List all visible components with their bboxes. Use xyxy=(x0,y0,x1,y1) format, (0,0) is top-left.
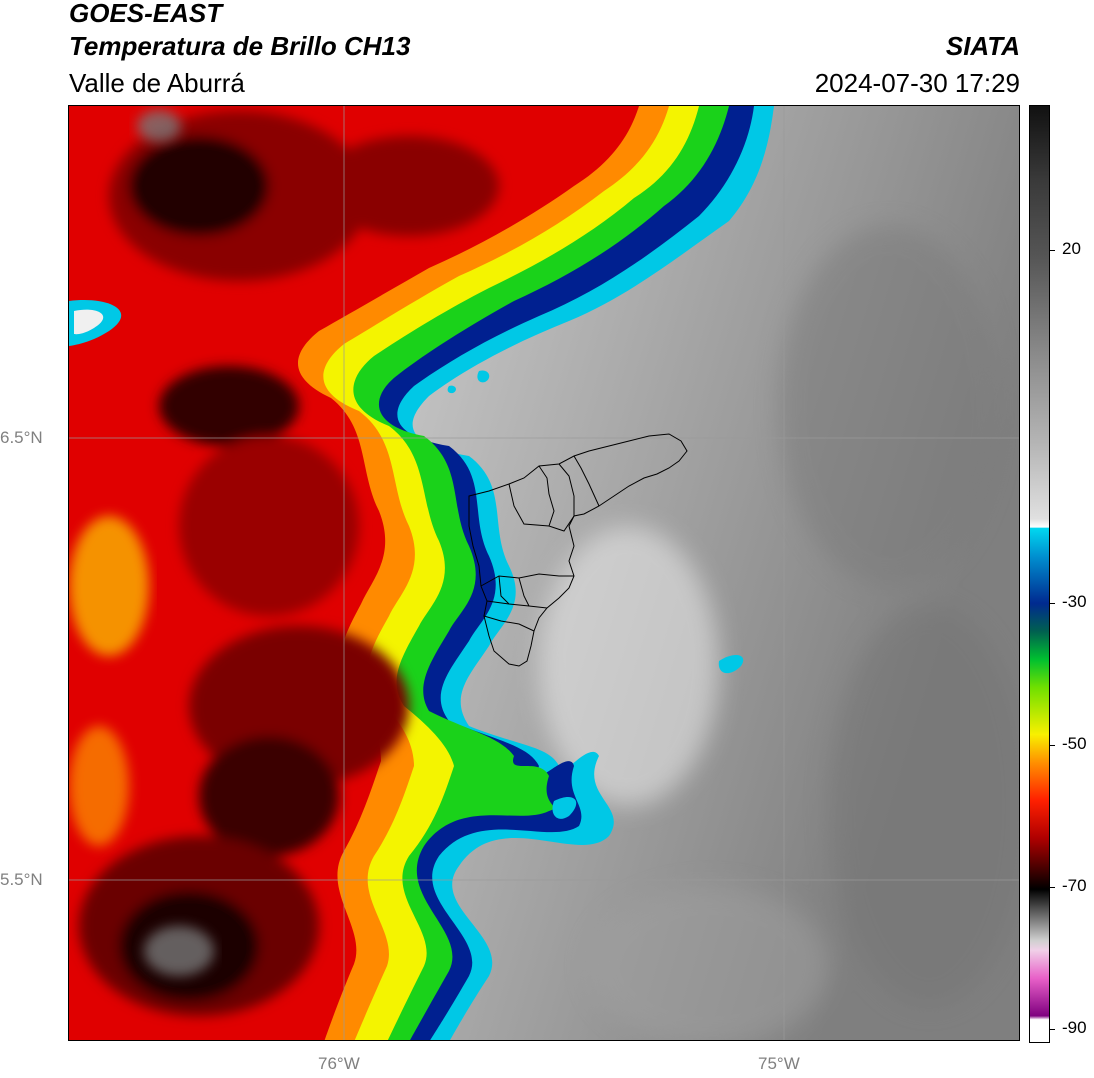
agency-label: SIATA xyxy=(945,31,1020,61)
satellite-map xyxy=(68,105,1020,1041)
title-line2: Temperatura de Brillo CH13 xyxy=(69,31,411,61)
colorbar-tick-mark xyxy=(1050,250,1055,251)
timestamp-label: 2024-07-30 17:29 xyxy=(814,68,1020,98)
colorbar-tick-mark xyxy=(1050,745,1055,746)
colorbar-tick-label: -30 xyxy=(1062,592,1087,611)
colorbar-tick-label: 20 xyxy=(1062,239,1081,258)
colorbar-tick-label: -50 xyxy=(1062,734,1087,753)
latitude-label-5-5: 5.5°N xyxy=(0,870,43,889)
colorbar-tick-label: -90 xyxy=(1062,1018,1087,1037)
title-line1: GOES-EAST xyxy=(69,0,223,28)
colorbar-tick-mark xyxy=(1050,1029,1055,1030)
map-gridlines xyxy=(69,106,1019,1040)
colorbar-scale xyxy=(1030,106,1049,1042)
longitude-label-76w: 76°W xyxy=(318,1054,360,1073)
brightness-temperature-field xyxy=(69,106,1019,1040)
municipal-boundaries xyxy=(468,433,688,667)
latitude-label-6-5: 6.5°N xyxy=(0,428,43,447)
colorbar-tick-mark xyxy=(1050,603,1055,604)
longitude-label-75w: 75°W xyxy=(758,1054,800,1073)
region-label: Valle de Aburrá xyxy=(69,68,245,98)
colorbar-tick-mark xyxy=(1050,887,1055,888)
colorbar-tick-label: -70 xyxy=(1062,876,1087,895)
colorbar xyxy=(1029,105,1050,1043)
